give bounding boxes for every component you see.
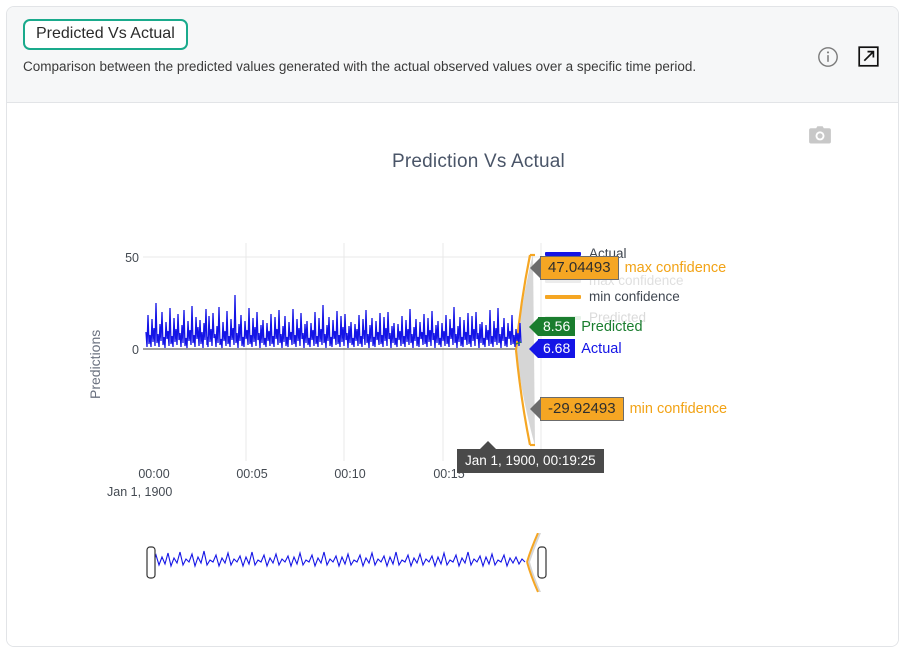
legend-label-min-confidence: min confidence xyxy=(589,289,680,304)
plot-area: Prediction Vs Actual xyxy=(7,103,898,646)
x-tick-2: 00:10 xyxy=(334,467,366,481)
legend-item-max-confidence[interactable]: max confidence xyxy=(545,273,684,288)
legend-item-min-confidence[interactable]: min confidence xyxy=(545,289,680,304)
legend-swatch-min-confidence xyxy=(545,294,581,299)
y-tick-1: 0 xyxy=(132,343,139,357)
legend-swatch-max-confidence xyxy=(545,278,581,283)
range-slider-handle-left xyxy=(146,546,156,579)
x-tick-0: 00:00 xyxy=(138,467,170,481)
y-tick-0: 50 xyxy=(125,251,139,265)
legend-item-actual[interactable]: Actual xyxy=(545,246,627,261)
info-circle-icon[interactable] xyxy=(817,46,839,68)
card-header: Predicted Vs Actual Comparison between t… xyxy=(7,7,898,103)
x-tick-1: 00:05 xyxy=(236,467,268,481)
camera-icon[interactable] xyxy=(808,125,832,147)
legend-label-max-confidence: max confidence xyxy=(589,273,684,288)
legend-item-predicted[interactable]: Predicted xyxy=(545,310,646,325)
header-actions xyxy=(817,45,880,68)
external-link-icon[interactable] xyxy=(857,45,880,68)
card-description: Comparison between the predicted values … xyxy=(23,59,697,75)
gridlines xyxy=(245,243,542,461)
legend-swatch-actual xyxy=(545,251,581,256)
legend-label-actual: Actual xyxy=(589,246,627,261)
legend-swatch-predicted xyxy=(545,315,581,320)
actual-series xyxy=(145,294,522,349)
chart-svg xyxy=(143,243,561,593)
legend-label-predicted: Predicted xyxy=(589,310,647,325)
card-title-badge: Predicted Vs Actual xyxy=(23,19,188,51)
y-axis-label: Predictions xyxy=(87,329,103,399)
range-slider-handle-right xyxy=(537,546,547,579)
predicted-vs-actual-card: Predicted Vs Actual Comparison between t… xyxy=(6,6,899,647)
confidence-band xyxy=(514,253,535,447)
x-tick-3: 00:15 xyxy=(433,467,465,481)
x-tick-sublabel: Jan 1, 1900 xyxy=(107,485,173,499)
predicted-series xyxy=(515,341,522,345)
chart-title: Prediction Vs Actual xyxy=(392,151,565,172)
range-slider xyxy=(152,533,541,593)
